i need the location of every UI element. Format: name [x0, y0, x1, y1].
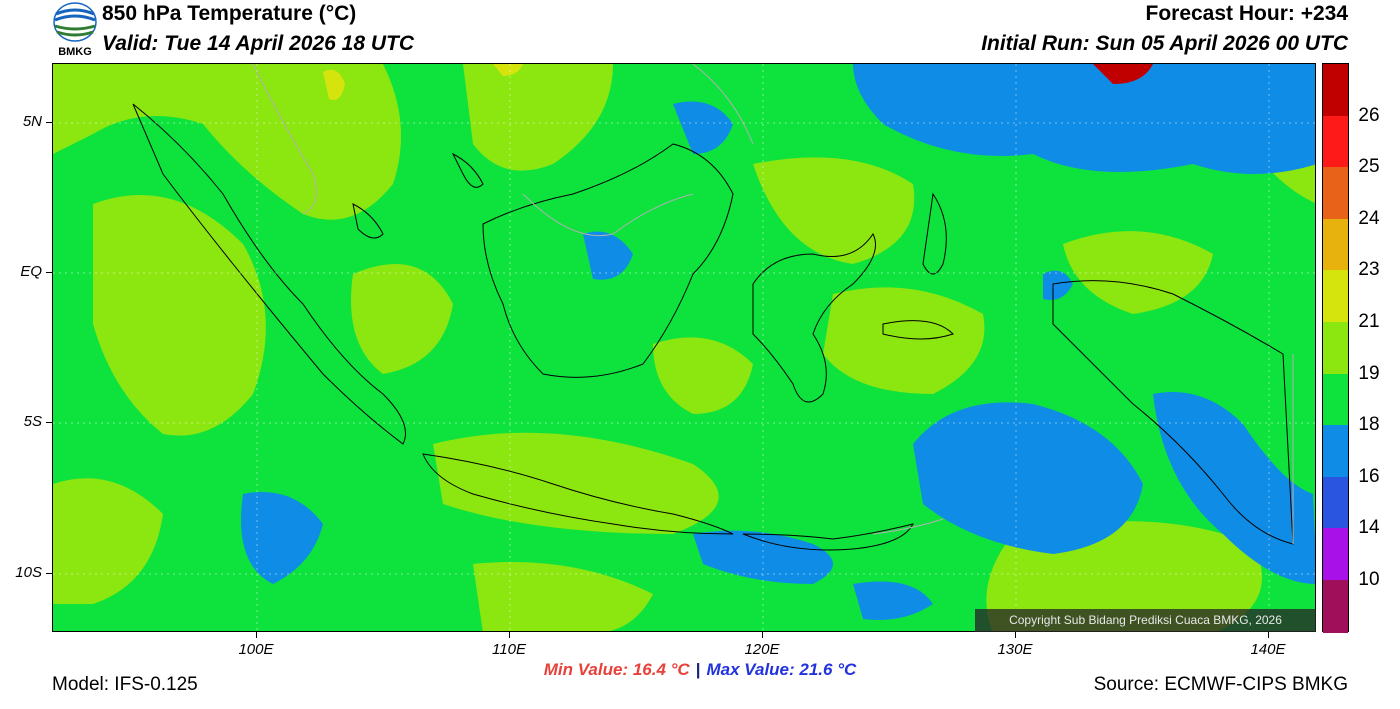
colorbar-label: 23 [1358, 259, 1380, 280]
colorbar-label: 19 [1358, 363, 1380, 384]
colorbar [1322, 63, 1349, 633]
max-value: Max Value: 21.6 °C [706, 660, 857, 679]
lat-label-5s: 5S [23, 413, 42, 430]
border-borneo [522, 193, 694, 237]
borders [252, 64, 1294, 544]
chart-title: 850 hPa Temperature (°C) [102, 2, 357, 25]
colorbar-label: 25 [1358, 156, 1380, 177]
colorbar-segment [1323, 270, 1348, 322]
colorbar-segment [1323, 322, 1348, 374]
colorbar-segment [1323, 528, 1348, 580]
lon-label-140e: 140E [1250, 641, 1286, 658]
lon-tick [509, 632, 510, 638]
halmahera-coast [922, 192, 947, 275]
colorbar-segment [1323, 64, 1348, 116]
temperature-map [52, 63, 1316, 632]
java-coast [422, 453, 734, 535]
sumatra-coast [132, 103, 406, 445]
sulawesi-coast [752, 233, 876, 403]
lat-label-10s: 10S [15, 564, 42, 581]
min-max-summary: Min Value: 16.4 °C | Max Value: 21.6 °C [0, 660, 1400, 680]
bmkg-logo: BMKG [52, 2, 98, 60]
natuna-coast [451, 152, 484, 188]
border-north [692, 64, 754, 145]
lat-tick [46, 422, 52, 423]
borneo-coast [482, 143, 734, 378]
forecast-hour: Forecast Hour: +234 [1145, 2, 1349, 25]
lat-tick [46, 573, 52, 574]
colorbar-label: 16 [1358, 466, 1380, 487]
border-timor [872, 518, 944, 535]
seram-coast [882, 320, 954, 340]
colorbar-label: 18 [1358, 414, 1380, 435]
logo-text: BMKG [58, 46, 92, 58]
lon-tick [1268, 632, 1269, 638]
nusa-tenggara-coast [742, 523, 914, 551]
colorbar-label: 10 [1358, 569, 1380, 590]
data-source: Source: ECMWF-CIPS BMKG [1093, 674, 1348, 695]
colorbar-label: 26 [1358, 105, 1380, 126]
border-malay-peninsula [252, 64, 317, 215]
lat-label-eq: EQ [20, 263, 42, 280]
lon-label-100e: 100E [238, 641, 274, 658]
valid-time: Valid: Tue 14 April 2026 18 UTC [102, 32, 415, 55]
min-value: Min Value: 16.4 °C [543, 660, 690, 679]
lon-tick [1015, 632, 1016, 638]
lon-label-120e: 120E [744, 641, 780, 658]
lat-label-5n: 5N [22, 113, 42, 130]
riau-coast [352, 203, 384, 239]
temp-field-21 [323, 64, 523, 100]
coastlines [132, 103, 1294, 551]
colorbar-segment [1323, 477, 1348, 528]
colorbar-label: 14 [1358, 517, 1380, 538]
lat-lon-grid [53, 64, 1315, 631]
colorbar-label: 24 [1358, 208, 1380, 229]
colorbar-segment [1323, 580, 1348, 633]
lon-label-110e: 110E [492, 641, 526, 658]
colorbar-segment [1323, 219, 1348, 270]
stats-separator: | [695, 660, 701, 679]
colorbar-segment [1323, 425, 1348, 477]
colorbar-segment [1323, 116, 1348, 167]
map-canvas [53, 64, 1315, 631]
lat-tick [46, 122, 52, 123]
colorbar-segment [1323, 167, 1348, 219]
lon-tick [256, 632, 257, 638]
colorbar-segment [1323, 374, 1348, 425]
lat-tick [46, 272, 52, 273]
papua-coast [1052, 280, 1294, 545]
colorbar-label: 21 [1358, 311, 1380, 332]
temp-field-17 [241, 64, 1315, 620]
initial-run: Initial Run: Sun 05 April 2026 00 UTC [981, 32, 1348, 55]
temp-field-26 [1093, 64, 1153, 84]
model-name: Model: IFS-0.125 [52, 674, 198, 695]
bmkg-logo-icon [53, 2, 97, 42]
lon-label-130e: 130E [997, 641, 1033, 658]
copyright-notice: Copyright Sub Bidang Prediksi Cuaca BMKG… [975, 609, 1316, 632]
lon-tick [762, 632, 763, 638]
